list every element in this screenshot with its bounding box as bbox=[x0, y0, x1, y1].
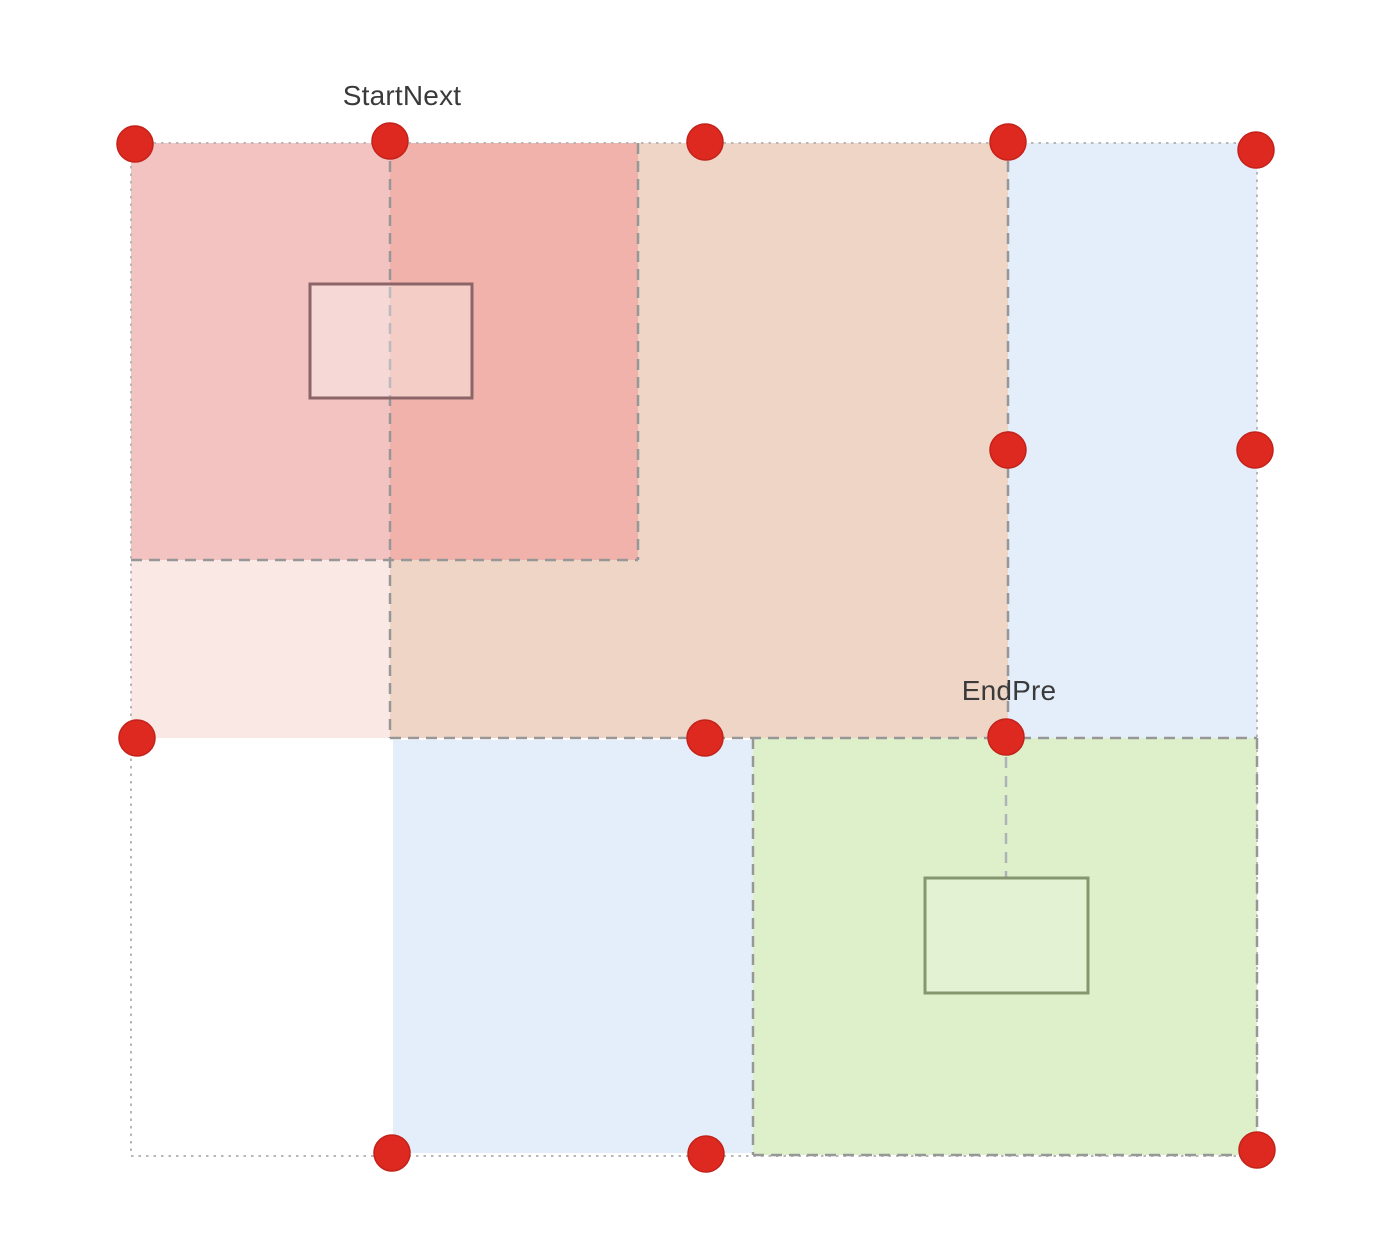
anchor-dot-7[interactable] bbox=[1236, 431, 1274, 469]
anchor-dot-2[interactable] bbox=[371, 122, 409, 160]
region-pink-top-left bbox=[131, 143, 390, 560]
region-blue-bottom bbox=[393, 740, 753, 1153]
start-next-label: StartNext bbox=[342, 80, 462, 111]
anchor-dot-11[interactable] bbox=[373, 1134, 411, 1172]
anchor-dot-5[interactable] bbox=[1237, 131, 1275, 169]
region-faint-pink bbox=[131, 560, 390, 738]
region-tan-upper bbox=[638, 143, 1008, 560]
anchor-dot-3[interactable] bbox=[686, 123, 724, 161]
node-rect-start-next-node[interactable] bbox=[308, 282, 474, 400]
anchor-dot-10[interactable] bbox=[987, 718, 1025, 756]
anchor-dot-6[interactable] bbox=[989, 431, 1027, 469]
anchor-dot-1[interactable] bbox=[116, 125, 154, 163]
anchor-dot-8[interactable] bbox=[118, 719, 156, 757]
end-pre-label: EndPre bbox=[961, 675, 1057, 706]
anchor-dot-4[interactable] bbox=[989, 123, 1027, 161]
anchor-dot-9[interactable] bbox=[686, 719, 724, 757]
region-salmon-overlap bbox=[390, 143, 638, 560]
region-green-bottom-right bbox=[753, 738, 1257, 1155]
node-rect-end-pre-node[interactable] bbox=[923, 876, 1090, 995]
region-blue-top-right bbox=[1008, 143, 1257, 738]
region-tan-lower bbox=[390, 560, 1008, 738]
anchor-dot-13[interactable] bbox=[1238, 1131, 1276, 1169]
anchor-dot-12[interactable] bbox=[687, 1135, 725, 1173]
